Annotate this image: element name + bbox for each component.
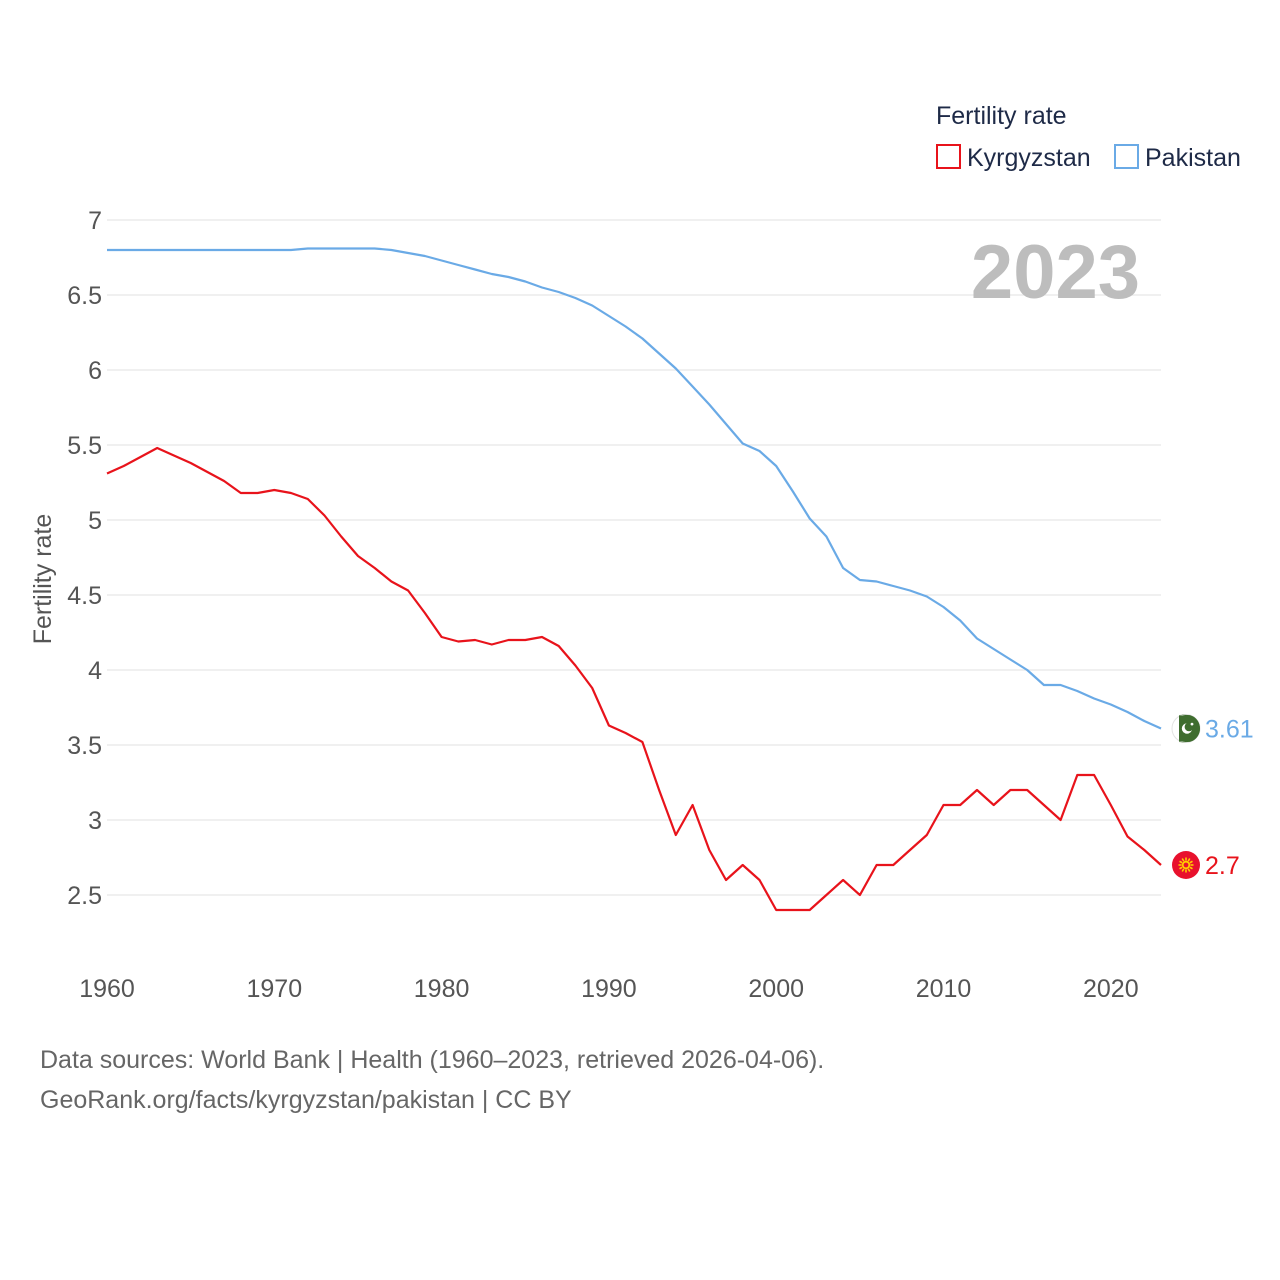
y-tick-label: 5.5	[67, 432, 102, 460]
series-line-kyrgyzstan	[106, 446, 1162, 912]
legend-item-pakistan[interactable]: Pakistan	[1114, 144, 1241, 172]
end-markers: 2.7 3.61	[1171, 714, 1254, 880]
y-tick-label: 4.5	[67, 582, 102, 610]
fertility-rate-chart: 2.5 3 3.5 4 4.5 5 5.5 6 6.5 7 1960 1970 1980 1990 200…	[29, 102, 1254, 1003]
y-tick-label: 4	[88, 657, 102, 685]
source-note: Data sources: World Bank | Health (1960–…	[40, 1046, 825, 1074]
legend-swatch-kyrgyzstan	[936, 144, 961, 169]
end-value-label-pakistan: 3.61	[1205, 716, 1254, 744]
y-axis-title: Fertility rate	[29, 514, 57, 645]
x-tick-label: 1990	[581, 975, 637, 1003]
gridlines	[107, 219, 1161, 896]
y-tick-label: 2.5	[67, 882, 102, 910]
y-axis-ticks: 2.5 3 3.5 4 4.5 5 5.5 6 6.5 7	[67, 207, 102, 910]
kyrgyzstan-flag-icon	[1172, 851, 1200, 879]
legend-item-kyrgyzstan[interactable]: Kyrgyzstan	[936, 144, 1091, 172]
pakistan-flag-icon	[1171, 714, 1201, 743]
legend-label-kyrgyzstan: Kyrgyzstan	[967, 144, 1091, 172]
y-tick-label: 6.5	[67, 282, 102, 310]
x-tick-label: 2010	[916, 975, 972, 1003]
end-value-label-kyrgyzstan: 2.7	[1205, 852, 1240, 880]
legend-swatch-pakistan	[1114, 144, 1139, 169]
source-url: GeoRank.org/facts/kyrgyzstan/pakistan | …	[40, 1086, 572, 1114]
y-tick-label: 6	[88, 357, 102, 385]
x-tick-label: 2000	[748, 975, 804, 1003]
x-tick-label: 1960	[79, 975, 135, 1003]
series-line-pakistan	[107, 247, 1162, 730]
x-axis-ticks: 1960 1970 1980 1990 2000 2010 2020	[79, 975, 1138, 1003]
series-lines	[106, 247, 1162, 912]
y-tick-label: 3	[88, 807, 102, 835]
x-tick-label: 2020	[1083, 975, 1139, 1003]
x-tick-label: 1980	[414, 975, 470, 1003]
x-tick-label: 1970	[246, 975, 302, 1003]
year-watermark: 2023	[971, 230, 1140, 315]
y-tick-label: 3.5	[67, 732, 102, 760]
legend-label-pakistan: Pakistan	[1145, 144, 1241, 172]
y-tick-label: 7	[88, 207, 102, 235]
y-tick-label: 5	[88, 507, 102, 535]
legend-title: Fertility rate	[936, 102, 1067, 130]
legend: Fertility rate Kyrgyzstan Pakistan	[936, 102, 1241, 172]
